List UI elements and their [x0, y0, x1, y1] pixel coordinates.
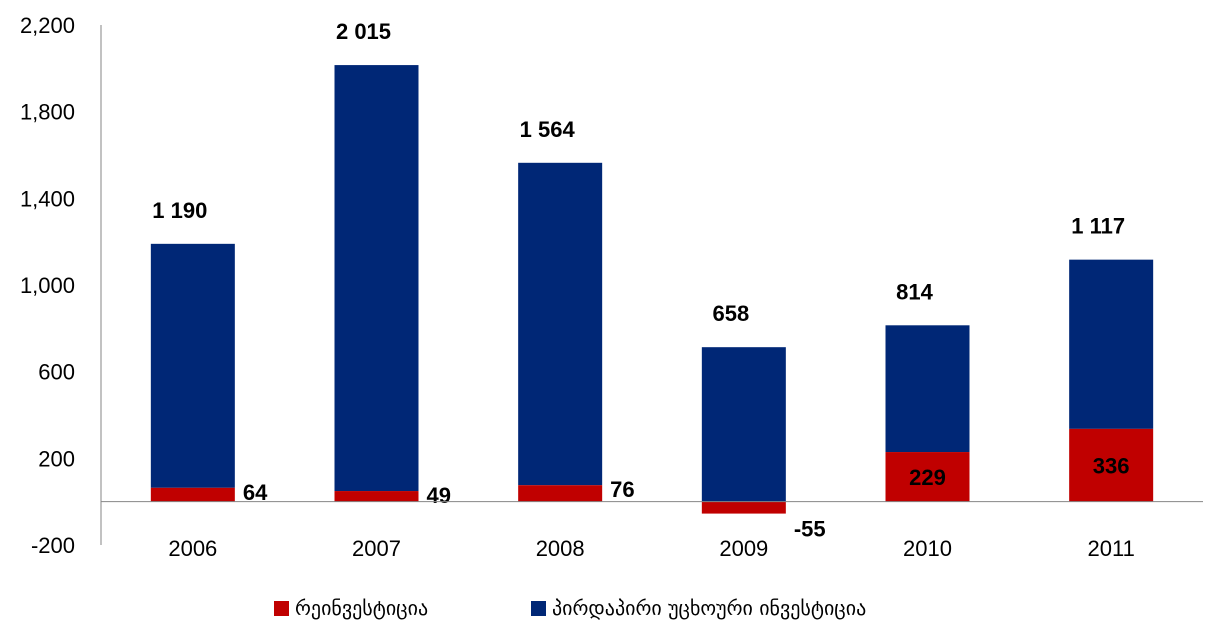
x-tick-label: 2007 — [352, 536, 401, 561]
reinvestment-label: 336 — [1093, 453, 1130, 478]
total-label: 1 117 — [1071, 214, 1125, 239]
reinvestment-label: 49 — [427, 483, 451, 508]
y-tick-label: 200 — [38, 446, 75, 471]
total-label: 1 190 — [152, 198, 207, 223]
y-tick-label: 2,200 — [20, 13, 75, 38]
legend-item-reinvestment: რეინვესტიცია — [274, 596, 428, 620]
legend-item-fdi: პირდაპირი უცხოური ინვესტიცია — [531, 596, 866, 620]
y-tick-label: 1,800 — [20, 100, 75, 125]
legend-swatch-fdi — [531, 600, 546, 616]
total-label: 1 564 — [520, 117, 576, 142]
total-label: 658 — [712, 301, 749, 326]
y-tick-label: -200 — [31, 533, 75, 558]
legend: რეინვესტიცია პირდაპირი უცხოური ინვესტიცი… — [0, 596, 1230, 624]
x-tick-label: 2008 — [536, 536, 585, 561]
reinvestment-label: 229 — [909, 465, 946, 490]
x-tick-label: 2011 — [1088, 536, 1135, 561]
bar-fdi — [885, 325, 970, 453]
bar-reinvestment — [701, 501, 786, 514]
bar-fdi — [150, 243, 235, 488]
x-tick-label: 2009 — [719, 536, 768, 561]
legend-swatch-reinvestment — [274, 600, 289, 616]
bar-reinvestment — [518, 485, 603, 502]
bar-reinvestment — [334, 491, 419, 502]
bar-fdi — [1069, 259, 1154, 429]
y-tick-label: 600 — [38, 360, 75, 385]
legend-label-fdi: პირდაპირი უცხოური ინვესტიცია — [552, 596, 867, 620]
total-label: 2 015 — [336, 19, 391, 44]
total-label: 814 — [896, 279, 933, 304]
bar-fdi — [701, 347, 786, 502]
bar-fdi — [334, 65, 419, 492]
y-tick-label: 1,400 — [20, 186, 75, 211]
reinvestment-label: 64 — [243, 480, 268, 505]
reinvestment-label: -55 — [794, 517, 826, 542]
x-tick-label: 2006 — [168, 536, 217, 561]
bar-reinvestment — [885, 452, 970, 502]
reinvestment-label: 76 — [610, 477, 634, 502]
bar-fdi — [518, 162, 603, 486]
bar-chart: -200 200 600 1,000 1,400 1,800 2,200 1 190 64 200… — [20, 13, 1203, 561]
bar-reinvestment — [1069, 428, 1154, 502]
bar-reinvestment — [150, 487, 235, 502]
y-tick-label: 1,000 — [20, 273, 75, 298]
legend-label-reinvestment: რეინვესტიცია — [295, 596, 429, 620]
x-tick-label: 2010 — [903, 536, 952, 561]
